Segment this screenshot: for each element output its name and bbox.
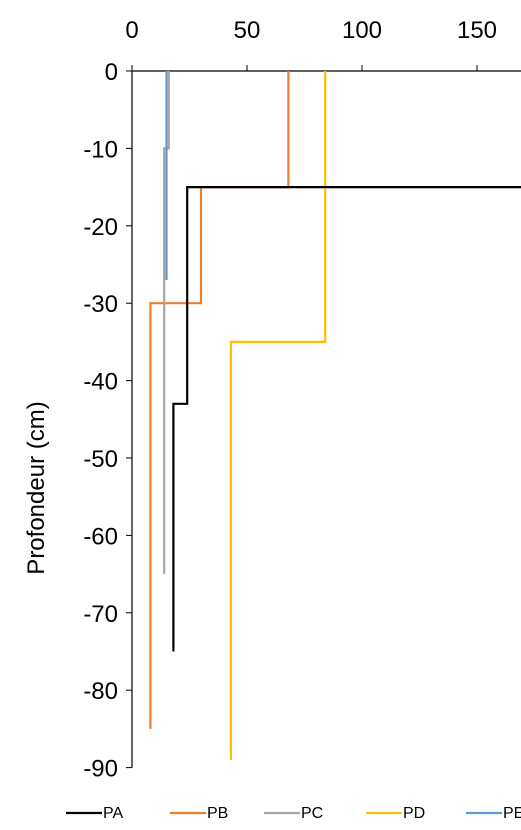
y-tick-label: -40 bbox=[83, 369, 118, 396]
y-tick-label: -60 bbox=[83, 523, 118, 550]
legend-label-pe: PE bbox=[503, 805, 521, 822]
y-tick-label: -30 bbox=[83, 291, 118, 318]
y-tick-label: -70 bbox=[83, 601, 118, 628]
y-tick-label: -90 bbox=[83, 756, 118, 783]
y-tick-label: 0 bbox=[105, 59, 118, 86]
y-tick-label: -20 bbox=[83, 214, 118, 241]
legend-label-pb: PB bbox=[207, 805, 228, 822]
series-group bbox=[149, 71, 521, 760]
x-tick-label: 50 bbox=[234, 17, 261, 44]
legend-label-pc: PC bbox=[301, 805, 323, 822]
y-axis-title: Profondeur (cm) bbox=[23, 401, 50, 574]
y-tick-label: -80 bbox=[83, 678, 118, 705]
plot-area: 0 -10 -20 -30 -40 -50 -60 -70 -80 -90 0 50 100 150 bbox=[83, 17, 521, 783]
y-tick-label: -50 bbox=[83, 446, 118, 473]
x-tick-label: 0 bbox=[125, 17, 138, 44]
legend: PA PB PC PD PE bbox=[66, 805, 521, 822]
x-tick-label: 150 bbox=[457, 17, 497, 44]
series-line-pb bbox=[149, 71, 290, 729]
legend-label-pd: PD bbox=[403, 805, 425, 822]
x-tick-label: 100 bbox=[342, 17, 382, 44]
y-tick-label: -10 bbox=[83, 136, 118, 163]
legend-label-pa: PA bbox=[103, 805, 123, 822]
series-line-pd bbox=[229, 71, 327, 760]
series-line-pa bbox=[172, 186, 521, 652]
